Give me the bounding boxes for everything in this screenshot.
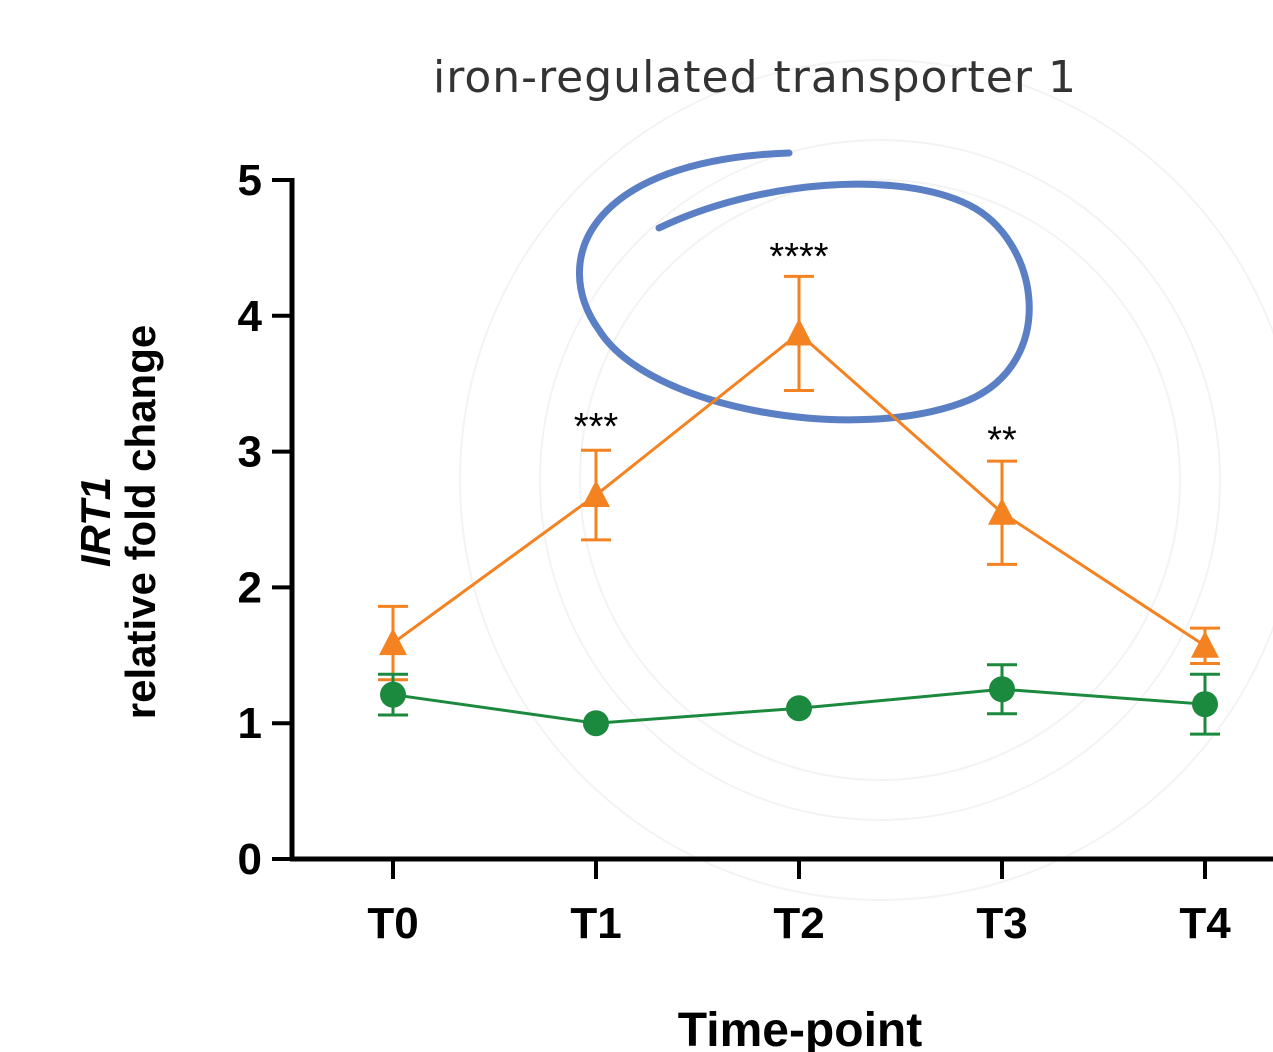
y-tick-label: 5 [238, 156, 262, 205]
significance-label: **** [769, 236, 828, 278]
x-tick-label: T2 [773, 899, 824, 948]
y-tick-label: 4 [238, 292, 263, 341]
y-tick-label: 1 [238, 699, 262, 748]
y-tick-label: 3 [238, 428, 262, 477]
highlight-stroke [575, 149, 1033, 424]
y-axis-gene-label: IRT1 [72, 477, 119, 567]
data-point-circle [786, 695, 812, 722]
data-point-circle [380, 681, 406, 708]
data-point-triangle [785, 318, 813, 346]
significance-label: *** [574, 406, 619, 448]
x-tick-label: T0 [367, 899, 418, 948]
y-tick-label: 0 [238, 835, 262, 884]
x-tick-label: T4 [1179, 899, 1231, 948]
data-point-triangle [988, 497, 1016, 525]
data-point-circle [583, 710, 609, 737]
y-axis-label: relative fold change [117, 325, 164, 719]
significance-annotations: ********* [574, 236, 1017, 461]
data-point-triangle [1191, 630, 1219, 658]
x-tick-label: T1 [570, 899, 621, 948]
data-point-circle [989, 676, 1015, 703]
y-tick-label: 2 [238, 563, 262, 612]
axes: 0 1 2 3 4 5 T0 T1 T2 T3 T4 [238, 156, 1273, 948]
data-point-triangle [582, 480, 610, 508]
x-tick-label: T3 [976, 899, 1027, 948]
x-axis-title: Time-point [678, 1004, 922, 1052]
chart-title: iron-regulated transporter 1 [433, 52, 1077, 103]
highlight-circle [575, 149, 1033, 424]
data-point-circle [1192, 691, 1218, 718]
significance-label: ** [987, 419, 1017, 461]
data-point-triangle [379, 628, 407, 656]
background-watermark [459, 59, 1273, 901]
series-triangle [378, 274, 1220, 682]
series-circle [378, 663, 1220, 737]
y-axis-title: IRT1 relative fold change [72, 325, 164, 719]
series-layer [378, 274, 1220, 737]
